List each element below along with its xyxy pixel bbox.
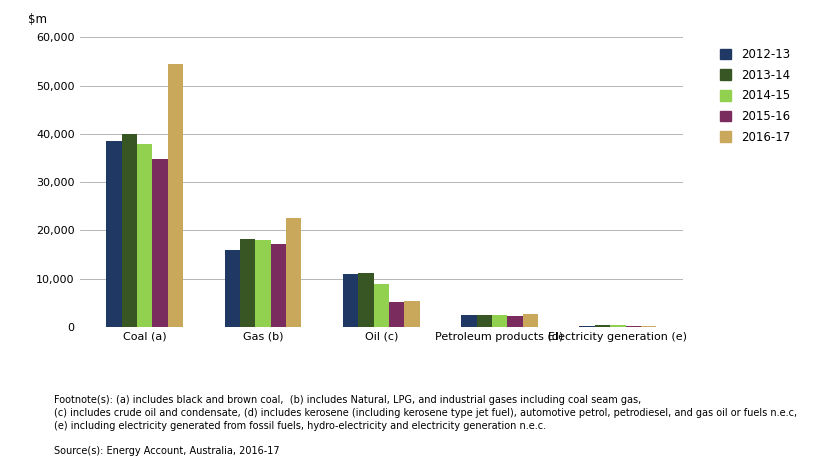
Bar — [626, 325, 641, 327]
Bar — [343, 274, 358, 327]
Bar — [106, 141, 122, 327]
Text: Footnote(s): (a) includes black and brown coal,  (b) includes Natural, LPG, and : Footnote(s): (a) includes black and brow… — [54, 395, 798, 431]
Bar — [610, 325, 626, 327]
Text: $m: $m — [28, 13, 47, 26]
Bar — [122, 134, 137, 327]
Bar — [523, 314, 538, 327]
Legend: 2012-13, 2013-14, 2014-15, 2015-16, 2016-17: 2012-13, 2013-14, 2014-15, 2015-16, 2016… — [715, 43, 794, 149]
Bar — [461, 315, 477, 327]
Bar — [271, 244, 286, 327]
Bar — [579, 326, 595, 327]
Bar — [240, 239, 256, 327]
Bar — [286, 218, 302, 327]
Bar — [492, 315, 507, 327]
Bar — [153, 159, 168, 327]
Bar — [405, 301, 420, 327]
Bar — [137, 144, 153, 327]
Text: Source(s): Energy Account, Australia, 2016-17: Source(s): Energy Account, Australia, 20… — [54, 446, 280, 456]
Bar — [358, 273, 374, 327]
Bar — [168, 64, 184, 327]
Bar — [477, 315, 492, 327]
Bar — [389, 302, 405, 327]
Bar — [256, 240, 271, 327]
Bar — [641, 326, 656, 327]
Bar — [595, 325, 610, 327]
Bar — [507, 316, 523, 327]
Bar — [225, 250, 240, 327]
Bar — [374, 284, 389, 327]
